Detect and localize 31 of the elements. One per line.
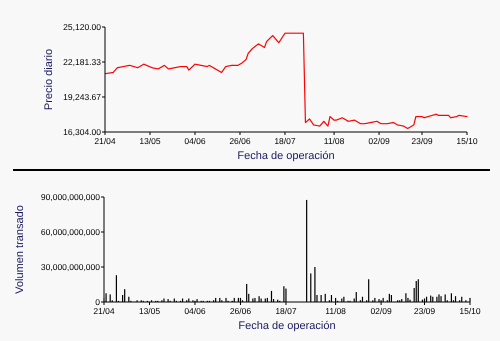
y-tick-label: 30,000,000,000	[40, 262, 100, 272]
x-tick-label: 11/08	[325, 306, 346, 316]
x-tick-label: 02/09	[368, 136, 390, 146]
y-tick-label: 16,304.00	[63, 126, 102, 137]
y-tick-label: 90,000,000,000	[40, 192, 100, 202]
y-tick-label: 25,120.00	[63, 22, 102, 32]
x-tick-label: 15/10	[459, 306, 481, 316]
y-axis-title: Volumen transado	[14, 205, 26, 294]
y-tick-label: 22,181.33	[63, 56, 102, 67]
y-axis-title: Precio diario	[43, 48, 55, 110]
x-tick-label: 21/04	[94, 136, 116, 146]
x-tick-label: 23/09	[411, 136, 433, 146]
x-axis-title: Fecha de operación	[238, 320, 336, 332]
x-tick-label: 04/06	[184, 306, 206, 316]
x-tick-label: 02/09	[370, 306, 392, 316]
x-tick-label: 15/10	[456, 136, 478, 146]
x-tick-label: 18/07	[275, 306, 297, 316]
x-tick-label: 23/09	[414, 306, 436, 316]
y-tick-label: 19,243.67	[63, 92, 102, 102]
x-tick-label: 18/07	[274, 136, 296, 146]
line-series	[104, 32, 468, 130]
x-tick-label: 21/04	[93, 306, 115, 316]
x-axis-title: Fecha de operación	[237, 150, 335, 162]
x-tick-label: 26/06	[230, 306, 252, 316]
x-tick-label: 11/08	[324, 136, 345, 146]
x-tick-label: 13/05	[139, 136, 161, 146]
y-tick-label: 0	[95, 296, 100, 307]
x-tick-label: 04/06	[184, 136, 206, 146]
x-tick-label: 13/05	[138, 306, 160, 316]
x-tick-label: 26/06	[229, 136, 251, 146]
y-tick-label: 60,000,000,000	[40, 226, 100, 237]
